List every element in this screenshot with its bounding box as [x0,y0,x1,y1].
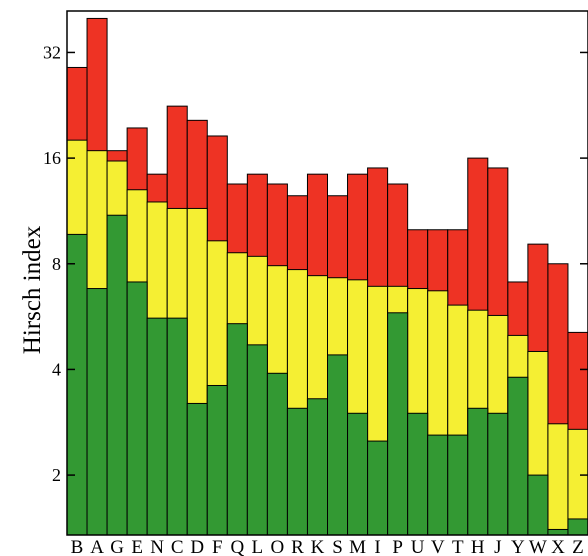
bar-P-s0 [387,312,409,536]
bar-K-s0 [306,398,329,536]
x-tick-label-G: G [110,537,124,556]
x-tick-label-Z: Z [572,537,584,556]
bar-A-s0 [86,288,108,536]
plot-frame [66,10,588,536]
bar-N-s0 [146,317,168,536]
bar-S-s0 [327,354,349,536]
bar-I-s0 [367,440,389,536]
x-tick-label-J: J [494,537,501,556]
x-tick-label-O: O [271,537,285,556]
x-tick-label-P: P [392,537,403,556]
bar-X-s0 [547,528,569,536]
x-tick-label-E: E [131,537,143,556]
x-tick-label-T: T [452,537,464,556]
x-tick-label-Y: Y [511,537,525,556]
y-ticks: 2 4 8 16 32 [43,42,588,485]
x-tick-label-F: F [212,537,223,556]
x-tick-label-Q: Q [230,537,244,556]
bar-F-s0 [206,384,228,536]
bar-T-s0 [447,434,469,536]
x-tick-label-V: V [431,537,445,556]
bar-R-s0 [286,407,308,536]
y-tick-label-2: 2 [52,465,61,485]
x-tick-label-K: K [311,537,325,556]
bar-W-s0 [527,474,549,536]
x-tick-label-U: U [411,537,425,556]
bar-J-s0 [487,412,509,536]
bar-Y-s0 [507,376,529,536]
y-tick-label-32: 32 [43,42,61,62]
bar-L-s0 [246,344,268,536]
x-tick-label-B: B [71,537,84,556]
bar-O-s0 [266,372,288,536]
y-tick-label-16: 16 [43,148,61,168]
bar-G-s0 [106,214,128,536]
x-tick-label-X: X [551,537,565,556]
x-tick-label-W: W [529,537,547,556]
bars-layer [66,17,588,536]
bar-V-s0 [427,434,449,536]
bar-Z-s0 [567,518,588,536]
bar-E-s0 [126,281,148,536]
bar-H-s0 [467,407,489,536]
x-tick-label-M: M [349,537,366,556]
y-axis-title: Hirsch index [19,225,46,354]
x-tick-label-H: H [471,537,485,556]
x-tick-label-D: D [190,537,204,556]
bar-B-s0 [66,233,88,536]
bar-M-s0 [347,412,369,536]
x-tick-label-L: L [252,537,264,556]
x-tick-label-C: C [171,537,184,556]
bar-U-s0 [407,412,429,536]
y-tick-label-8: 8 [52,254,61,274]
x-tick-label-A: A [90,537,104,556]
y-tick-label-4: 4 [52,359,61,379]
x-tick-label-R: R [291,537,304,556]
x-tick-label-S: S [332,537,343,556]
bar-C-s0 [166,317,188,536]
bar-Q-s0 [226,323,248,536]
x-tick-label-I: I [374,537,380,556]
x-tick-label-N: N [150,537,164,556]
bar-X-s1 [547,423,569,536]
bar-D-s0 [186,402,208,536]
